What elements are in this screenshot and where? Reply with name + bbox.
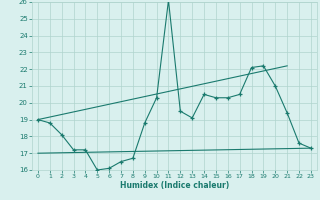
- X-axis label: Humidex (Indice chaleur): Humidex (Indice chaleur): [120, 181, 229, 190]
